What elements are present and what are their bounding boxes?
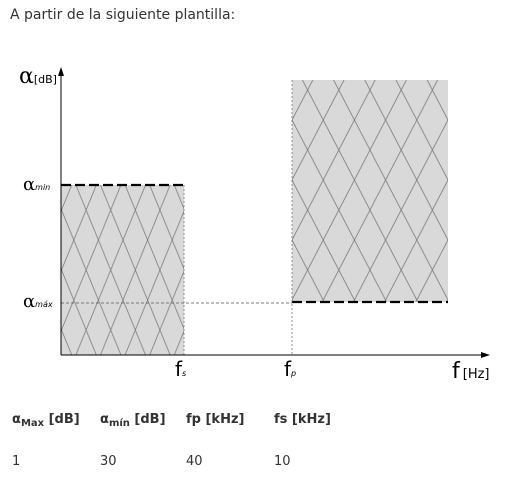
y-axis-arrow <box>58 67 64 76</box>
header-alpha-min: αmín [dB] <box>100 412 166 429</box>
value-fp: 40 <box>186 454 203 469</box>
passband-right-hatch <box>292 80 448 302</box>
alpha-max-label: αmáx <box>23 291 53 312</box>
x-axis-label: f [Hz] <box>452 359 490 384</box>
value-alpha-max: 1 <box>12 454 21 469</box>
fs-label: fs <box>175 357 186 381</box>
intro-text: A partir de la siguiente plantilla: <box>10 7 236 23</box>
header-fp: fp [kHz] <box>186 412 245 427</box>
value-alpha-min: 30 <box>100 454 117 469</box>
stopband-left-hatch <box>61 185 184 355</box>
y-axis-label: α[dB] <box>19 64 57 89</box>
filter-template-diagram: α[dB] αmin αmáx fs fp f [Hz] <box>19 64 490 384</box>
fp-label: fp <box>284 357 296 381</box>
value-fs: 10 <box>274 454 291 469</box>
header-alpha-max: αMax [dB] <box>12 412 80 429</box>
header-fs: fs [kHz] <box>274 412 331 427</box>
x-axis-arrow <box>481 352 490 358</box>
alpha-min-label: αmin <box>23 174 50 195</box>
